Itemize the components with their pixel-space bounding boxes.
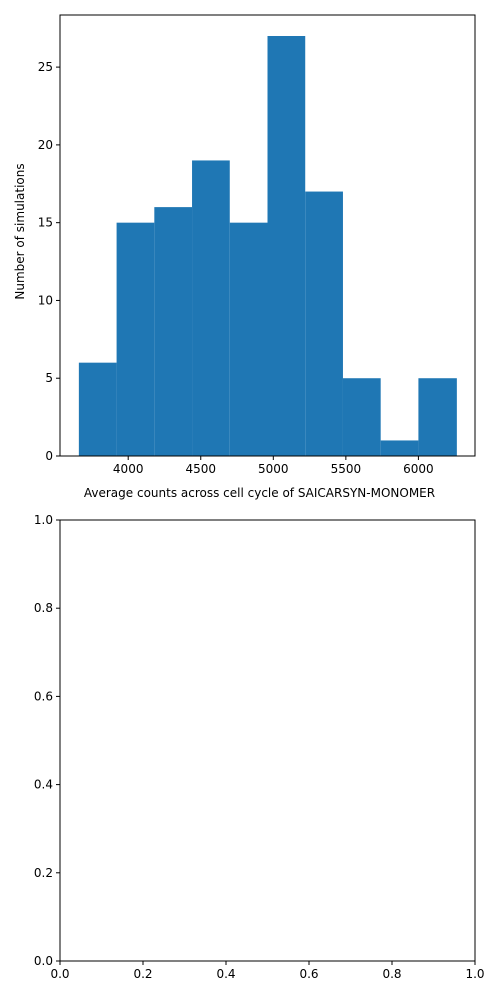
histogram-x-ticks: 4000 4500 5000 5500 6000	[113, 456, 434, 476]
x-tick-label: 5500	[331, 462, 362, 476]
x-tick-label: 6000	[403, 462, 434, 476]
x-tick-label: 1.0	[465, 967, 484, 981]
histogram-bar	[418, 378, 457, 456]
histogram-axes: 4000 4500 5000 5500 6000 0 5 10 15 20 25 Average …	[13, 14, 476, 500]
x-tick-label: 0.8	[382, 967, 401, 981]
x-tick-label: 5000	[258, 462, 289, 476]
y-tick-label: 1.0	[34, 513, 53, 527]
x-tick-label: 0.6	[299, 967, 318, 981]
y-tick-label: 15	[38, 216, 53, 230]
empty-axes-x-ticks: 0.0 0.2 0.4 0.6 0.8 1.0	[50, 961, 485, 981]
y-tick-label: 20	[38, 138, 53, 152]
y-tick-label: 25	[38, 60, 53, 74]
histogram-y-axis-label: Number of simulations	[13, 163, 27, 299]
x-tick-label: 4000	[113, 462, 144, 476]
y-tick-label: 0.6	[34, 689, 53, 703]
x-tick-label: 4500	[185, 462, 216, 476]
histogram-bar	[78, 362, 117, 456]
histogram-frame	[59, 14, 476, 457]
histogram-bar	[154, 207, 193, 456]
y-tick-label: 10	[38, 293, 53, 307]
histogram-bar	[229, 222, 268, 456]
y-tick-label: 0	[45, 449, 53, 463]
histogram-bar	[380, 440, 419, 456]
histogram-bar	[192, 160, 230, 456]
histogram-x-axis-label: Average counts across cell cycle of SAIC…	[84, 486, 435, 500]
empty-axes-frame	[59, 519, 476, 962]
histogram-bar	[267, 36, 306, 456]
histogram-bar	[305, 191, 343, 457]
empty-axes-y-ticks: 0.0 0.2 0.4 0.6 0.8 1.0	[34, 513, 60, 968]
y-tick-label: 0.4	[34, 778, 53, 792]
y-tick-label: 0.8	[34, 601, 53, 615]
y-tick-label: 0.2	[34, 866, 53, 880]
histogram-bar	[116, 222, 155, 456]
y-tick-label: 5	[45, 371, 53, 385]
histogram-bars	[78, 36, 457, 457]
x-tick-label: 0.2	[133, 967, 152, 981]
histogram-bar	[342, 378, 381, 456]
x-tick-label: 0.4	[216, 967, 235, 981]
x-tick-label: 0.0	[50, 967, 69, 981]
empty-axes: 0.0 0.2 0.4 0.6 0.8 1.0 0.0 0.2 0.4 0.6 0.8 1.0	[34, 513, 485, 981]
histogram-y-ticks: 0 5 10 15 20 25	[38, 60, 60, 463]
y-tick-label: 0.0	[34, 954, 53, 968]
